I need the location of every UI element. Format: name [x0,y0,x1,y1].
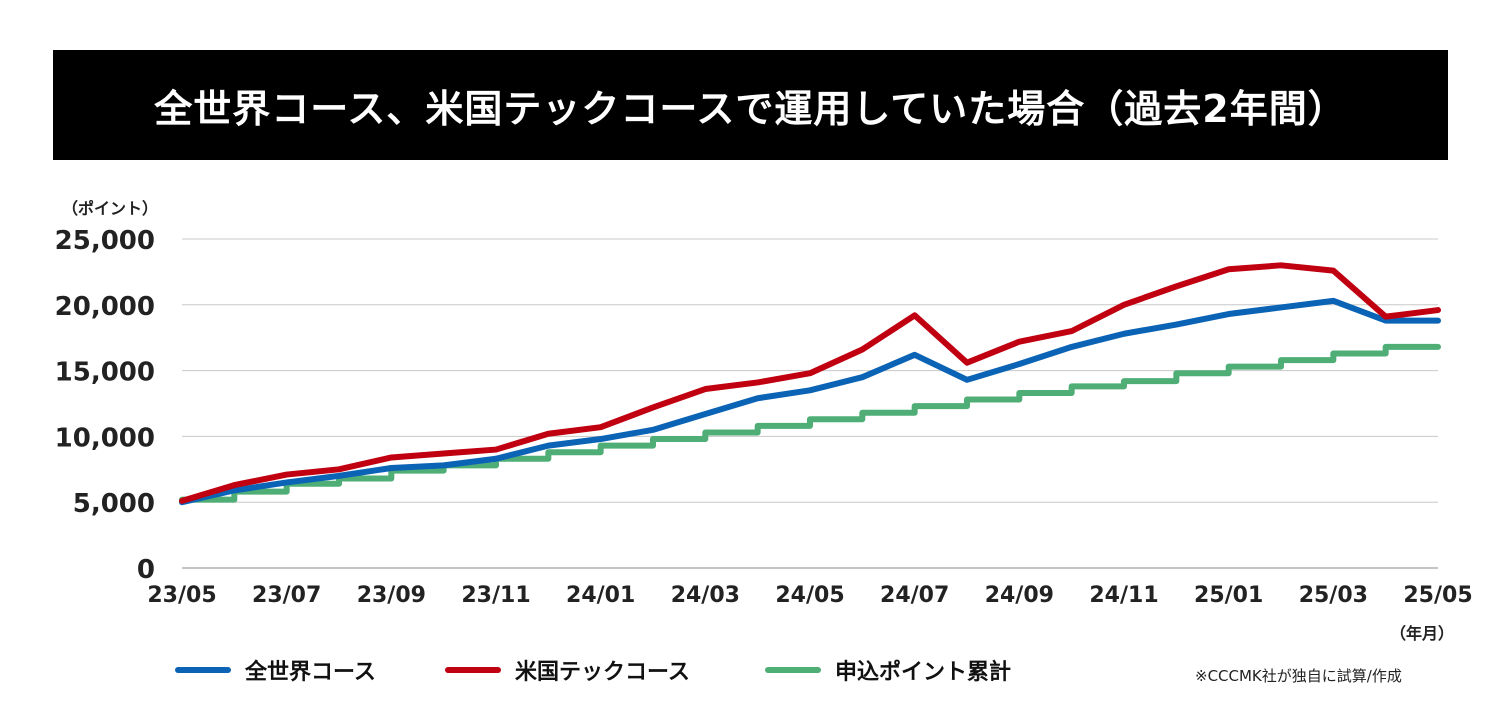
y-tick-label: 0 [137,555,155,585]
y-tick-label: 10,000 [55,423,155,453]
x-tick-label: 23/05 [147,583,216,608]
series-line-tech [179,262,1441,504]
x-tick-label: 23/11 [461,583,530,608]
y-tick-label: 25,000 [55,226,155,256]
legend-swatch-world [175,667,231,673]
x-tick-label: 25/05 [1403,583,1472,608]
y-tick-label: 20,000 [55,292,155,322]
x-tick-label: 23/09 [357,583,426,608]
y-axis-unit-label: （ポイント） [62,199,159,218]
y-tick-label: 5,000 [73,489,155,519]
legend-swatch-applied [765,667,821,673]
series-line-world [179,297,1441,506]
x-tick-label: 24/01 [566,583,635,608]
source-note: ※CCCMK社が独自に試算/作成 [1195,667,1402,685]
legend-label-world: 全世界コース [245,660,376,685]
x-tick-label: 24/03 [671,583,740,608]
series-line-applied [179,343,1441,503]
chart-title-banner: 全世界コース、米国テックコースで運用していた場合（過去2年間） [53,50,1448,160]
x-tick-label: 25/03 [1299,583,1368,608]
legend-item-tech: 米国テックコース [445,655,690,685]
legend-item-world: 全世界コース [175,655,376,685]
chart-title: 全世界コース、米国テックコースで運用していた場合（過去2年間） [154,86,1347,131]
x-tick-label: 24/09 [985,583,1054,608]
x-axis-unit-label: （年月） [1390,624,1455,643]
y-tick-label: 15,000 [55,358,155,388]
x-tick-label: 24/07 [880,583,949,608]
legend-item-applied: 申込ポイント累計 [765,655,1011,685]
x-tick-label: 24/05 [775,583,844,608]
x-tick-label: 25/01 [1194,583,1263,608]
x-tick-label: 24/11 [1089,583,1158,608]
x-tick-label: 23/07 [252,583,321,608]
legend-label-tech: 米国テックコース [515,660,690,685]
legend-swatch-tech [445,667,501,673]
legend-label-applied: 申込ポイント累計 [835,660,1012,685]
